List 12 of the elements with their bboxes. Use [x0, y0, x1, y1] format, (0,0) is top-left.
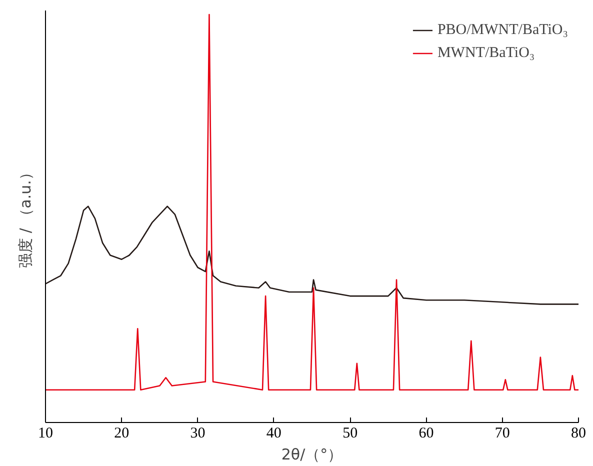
y-axis-title: 强度 / （a.u.） [16, 165, 34, 268]
x-tick-label: 70 [494, 426, 510, 442]
legend-label: MWNT/BaTiO₃ [437, 44, 535, 62]
x-tick-label: 10 [38, 426, 53, 442]
legend-label: PBO/MWNT/BaTiO₃ [437, 22, 568, 38]
x-tick-label: 80 [571, 426, 586, 442]
x-axis-title: 2θ/（°） [281, 446, 343, 464]
x-tick-label: 50 [342, 426, 358, 442]
x-tick-label: 20 [114, 426, 130, 442]
x-tick-label: 60 [418, 426, 434, 442]
x-tick-label: 40 [266, 426, 282, 442]
x-tick-label: 30 [190, 426, 206, 442]
